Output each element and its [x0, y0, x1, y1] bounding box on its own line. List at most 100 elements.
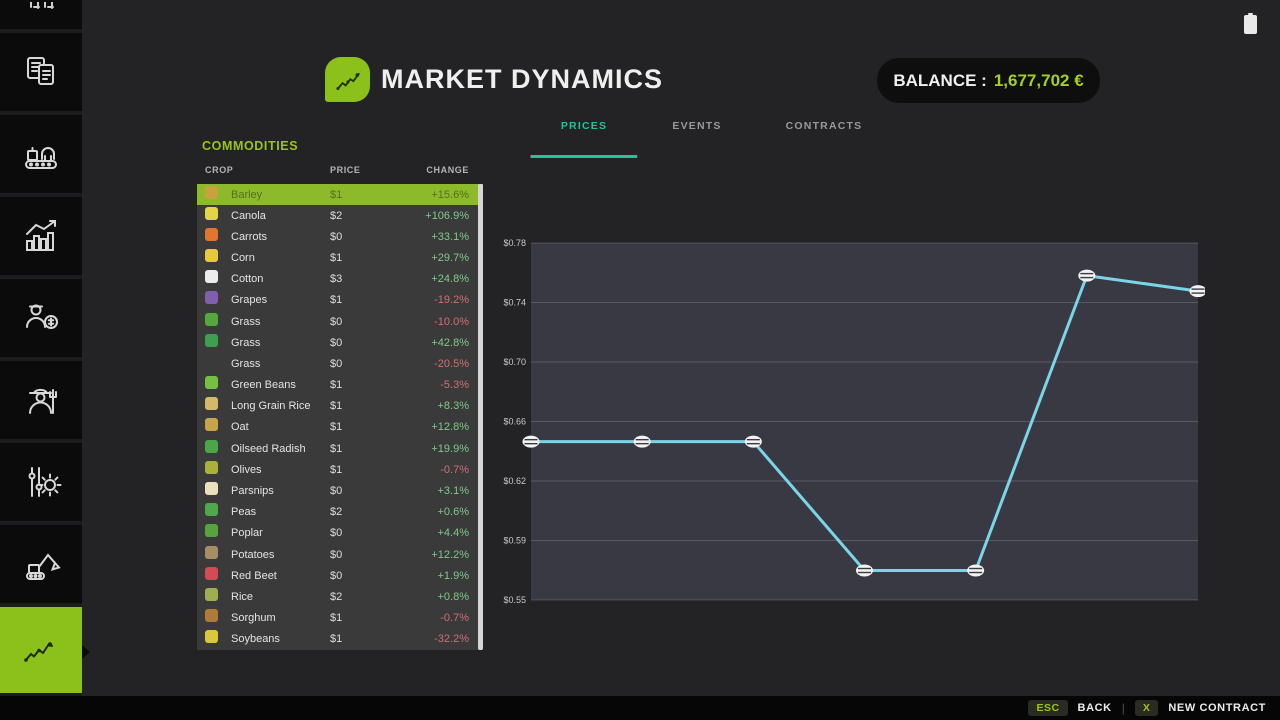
- sidebar-item-documents[interactable]: [0, 33, 82, 111]
- olives-icon: [205, 460, 218, 474]
- canola-icon: [205, 206, 218, 220]
- crop-name: Oat: [231, 421, 249, 434]
- commodity-row[interactable]: Poplar $0 +4.4%: [197, 522, 483, 544]
- crop-change: +106.9%: [425, 209, 469, 222]
- green-beans-icon: [205, 376, 218, 390]
- commodity-row[interactable]: Cotton $3 +24.8%: [197, 268, 483, 290]
- crop-price: $0: [330, 527, 343, 540]
- crop-name: Carrots: [231, 230, 268, 243]
- crop-change: -20.5%: [434, 357, 469, 370]
- tab-events[interactable]: EVENTS: [672, 120, 722, 132]
- crop-name: Sorghum: [231, 612, 276, 625]
- crop-price: $1: [330, 188, 343, 201]
- crop-change: -0.7%: [440, 463, 469, 476]
- crop-price: $2: [330, 209, 343, 222]
- rice-icon: [205, 587, 218, 601]
- clipped-top-icon: [30, 1, 54, 9]
- sidebar-item-clipped[interactable]: [0, 0, 82, 29]
- crop-name: Grass: [231, 357, 261, 370]
- crop-name: Cotton: [231, 273, 264, 286]
- sidebar-item-construction[interactable]: [0, 525, 82, 603]
- poplar-icon: [205, 524, 218, 538]
- crop-name: Grass: [231, 336, 261, 349]
- esc-key-badge[interactable]: ESC: [1028, 700, 1068, 716]
- crop-price: $1: [330, 442, 343, 455]
- commodity-row[interactable]: Corn $1 +29.7%: [197, 247, 483, 269]
- sidebar-item-production[interactable]: [0, 115, 82, 193]
- crop-price: $1: [330, 400, 343, 413]
- crop-name: Soybeans: [231, 633, 280, 646]
- grapes-icon: [205, 291, 218, 305]
- parsnips-icon: [205, 481, 218, 495]
- commodity-row[interactable]: Red Beet $0 +1.9%: [197, 565, 483, 587]
- commodity-row[interactable]: Oat $1 +12.8%: [197, 416, 483, 439]
- commodity-row[interactable]: Grass $0 -10.0%: [197, 311, 483, 333]
- svg-text:$0.74: $0.74: [503, 298, 526, 308]
- crop-name: Long Grain Rice: [231, 400, 311, 413]
- carrots-icon: [205, 227, 218, 241]
- crop-change: +1.9%: [437, 569, 470, 582]
- commodity-row[interactable]: Grass $0 -20.5%: [197, 353, 483, 375]
- settings-icon: [28, 467, 62, 497]
- commodity-row[interactable]: Green Beans $1 -5.3%: [197, 374, 483, 396]
- commodity-row[interactable]: Sorghum $1 -0.7%: [197, 607, 483, 629]
- tab-prices[interactable]: PRICES: [561, 120, 607, 158]
- commodity-row[interactable]: Olives $1 -0.7%: [197, 459, 483, 481]
- crop-change: -19.2%: [434, 294, 469, 307]
- crop-name: Potatoes: [231, 548, 275, 561]
- crop-price: $2: [330, 590, 343, 603]
- crop-change: +29.7%: [431, 252, 469, 265]
- sidebar: [0, 0, 90, 720]
- statistics-icon: [26, 220, 56, 251]
- crop-name: Rice: [231, 590, 254, 603]
- balance-value: 1,677,702 €: [993, 70, 1084, 90]
- commodity-row[interactable]: Grass $0 +42.8%: [197, 332, 483, 354]
- commodity-row[interactable]: Potatoes $0 +12.2%: [197, 543, 483, 566]
- sidebar-item-settings[interactable]: [0, 443, 82, 521]
- crop-name: Oilseed Radish: [231, 442, 306, 455]
- commodity-row[interactable]: Grapes $1 -19.2%: [197, 289, 483, 312]
- oilseed-radish-icon: [205, 439, 218, 453]
- commodities-table: Barley $1 +15.6% Canola $2 +106.9% Carro…: [197, 184, 483, 650]
- svg-text:$0.62: $0.62: [503, 476, 526, 486]
- sidebar-item-farmer[interactable]: [0, 361, 82, 439]
- table-scrollbar[interactable]: [478, 184, 483, 650]
- commodity-row[interactable]: Carrots $0 +33.1%: [197, 226, 483, 248]
- crop-price: $1: [330, 633, 343, 646]
- sidebar-item-finances[interactable]: [0, 279, 82, 357]
- new-contract-button[interactable]: NEW CONTRACT: [1168, 702, 1266, 714]
- crop-price: $0: [330, 484, 343, 497]
- sidebar-item-statistics[interactable]: [0, 197, 82, 275]
- production-icon: [25, 147, 57, 169]
- crop-change: +0.8%: [437, 590, 470, 603]
- crop-change: +3.1%: [437, 484, 470, 497]
- crop-name: Barley: [231, 188, 263, 201]
- crop-name: Red Beet: [231, 569, 277, 582]
- back-button[interactable]: BACK: [1077, 702, 1112, 714]
- crop-price: $1: [330, 612, 343, 625]
- crop-price: $0: [330, 548, 343, 561]
- battery-icon: [1244, 13, 1257, 34]
- commodity-row[interactable]: Peas $2 +0.6%: [197, 501, 483, 523]
- tab-contracts[interactable]: CONTRACTS: [785, 120, 863, 132]
- commodity-row[interactable]: Canola $2 +106.9%: [197, 205, 483, 227]
- crop-name: Grapes: [231, 294, 268, 307]
- commodity-row[interactable]: Oilseed Radish $1 +19.9%: [197, 438, 483, 460]
- crop-name: Poplar: [231, 527, 263, 540]
- crop-price: $1: [330, 252, 343, 265]
- documents-icon: [27, 57, 54, 85]
- commodity-row[interactable]: Long Grain Rice $1 +8.3%: [197, 395, 483, 417]
- x-key-badge[interactable]: X: [1134, 700, 1159, 716]
- commodity-row[interactable]: Rice $2 +0.8%: [197, 586, 483, 608]
- commodity-row[interactable]: Parsnips $0 +3.1%: [197, 480, 483, 502]
- crop-name: Corn: [231, 252, 255, 265]
- crop-name: Parsnips: [231, 484, 274, 497]
- commodity-row[interactable]: Soybeans $1 -32.2%: [197, 628, 483, 650]
- sorghum-icon: [205, 609, 218, 623]
- commodity-row[interactable]: Barley $1 +15.6%: [197, 184, 483, 206]
- sidebar-item-market-dynamics[interactable]: [0, 607, 82, 693]
- long-grain-rice-icon: [205, 397, 218, 411]
- column-header-crop: CROP: [205, 165, 234, 175]
- crop-change: +42.8%: [431, 336, 469, 349]
